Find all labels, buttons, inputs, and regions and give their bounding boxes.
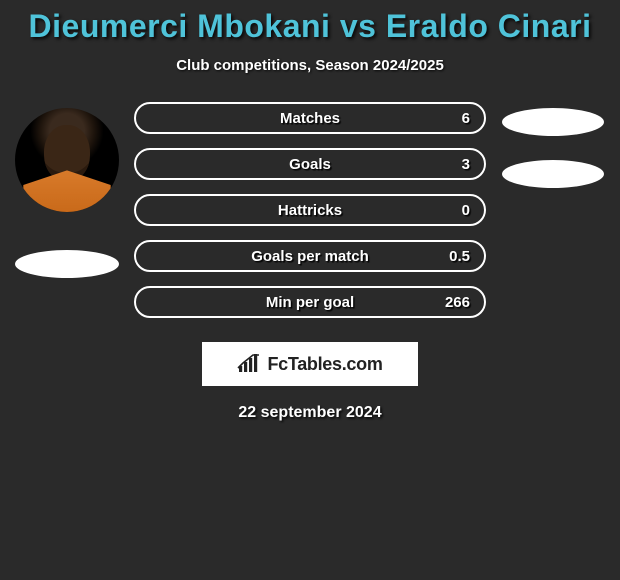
player-avatar-left: [15, 108, 119, 212]
source-logo: FcTables.com: [202, 342, 418, 386]
stat-value: 6: [462, 110, 470, 127]
stat-label: Min per goal: [266, 294, 354, 311]
stat-row-goals-per-match: Goals per match 0.5: [134, 240, 486, 272]
stat-label: Goals per match: [251, 248, 369, 265]
stat-label: Goals: [289, 156, 331, 173]
player-name-pill-right-2: [502, 160, 604, 188]
page-title: Dieumerci Mbokani vs Eraldo Cinari: [0, 8, 620, 45]
subtitle: Club competitions, Season 2024/2025: [0, 57, 620, 74]
source-logo-text: FcTables.com: [267, 354, 382, 375]
stats-column: Matches 6 Goals 3 Hattricks 0 Goals per …: [126, 102, 494, 332]
content-row: Matches 6 Goals 3 Hattricks 0 Goals per …: [0, 102, 620, 332]
right-player-column: [494, 102, 612, 212]
date-line: 22 september 2024: [0, 404, 620, 422]
stat-value: 266: [445, 294, 470, 311]
stat-value: 0: [462, 202, 470, 219]
stat-value: 0.5: [449, 248, 470, 265]
stat-value: 3: [462, 156, 470, 173]
left-player-column: [8, 102, 126, 278]
comparison-card: Dieumerci Mbokani vs Eraldo Cinari Club …: [0, 0, 620, 422]
stat-row-matches: Matches 6: [134, 102, 486, 134]
barchart-icon: [237, 354, 261, 374]
player-name-pill-left: [15, 250, 119, 278]
stat-row-goals: Goals 3: [134, 148, 486, 180]
stat-label: Hattricks: [278, 202, 342, 219]
player-name-pill-right-1: [502, 108, 604, 136]
stat-row-hattricks: Hattricks 0: [134, 194, 486, 226]
stat-row-min-per-goal: Min per goal 266: [134, 286, 486, 318]
stat-label: Matches: [280, 110, 340, 127]
